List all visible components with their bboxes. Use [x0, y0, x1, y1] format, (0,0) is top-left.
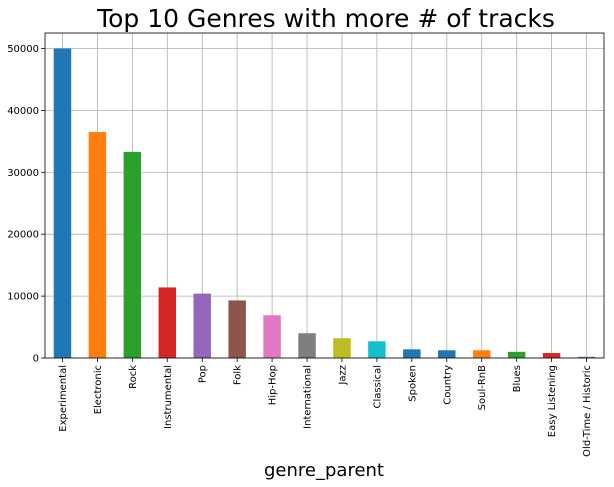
- y-tick-label: 50000: [7, 44, 39, 55]
- chart-title: Top 10 Genres with more # of tracks: [96, 4, 555, 33]
- x-tick-label: Soul-RnB: [477, 365, 488, 410]
- bar-international: [298, 333, 316, 358]
- x-axis-label: genre_parent: [264, 460, 384, 481]
- bars: [53, 48, 596, 358]
- x-tick-label: Spoken: [407, 365, 418, 402]
- x-tick-label: Folk: [233, 365, 244, 385]
- x-tick-label: Classical: [372, 365, 383, 409]
- bar-soul-rnb: [472, 350, 491, 358]
- x-tick-label: Electronic: [93, 365, 104, 414]
- bar-country: [438, 350, 456, 358]
- y-tick-label: 40000: [7, 106, 39, 117]
- bar-easy-listening: [542, 353, 561, 358]
- x-tick-label: International: [303, 365, 314, 429]
- bar-hip-hop: [263, 315, 281, 358]
- bar-electronic: [88, 132, 107, 358]
- x-tick-label: Easy Listening: [547, 365, 558, 437]
- y-tick-label: 20000: [7, 230, 39, 241]
- bar-blues: [507, 351, 526, 358]
- x-tick-label: Old-Time / Historic: [582, 365, 593, 457]
- x-tick-label: Pop: [198, 365, 209, 383]
- x-axis-ticks: Experimental Electronic Rock Instrumental Po…: [58, 358, 593, 457]
- x-tick-label: Hip-Hop: [268, 365, 279, 405]
- grid-lines: [45, 33, 604, 359]
- bar-spoken: [403, 349, 421, 358]
- bar-experimental: [53, 48, 72, 358]
- bar-jazz: [333, 338, 351, 358]
- y-tick-label: 0: [33, 354, 39, 365]
- bar-instrumental: [158, 287, 177, 358]
- bar-folk: [228, 300, 246, 358]
- x-tick-label: Blues: [512, 365, 523, 392]
- bar-classical: [368, 341, 386, 358]
- bar-old-time-historic: [577, 356, 596, 358]
- bar-rock: [123, 151, 142, 358]
- y-axis-ticks: 0 10000 20000 30000 40000 50000: [7, 44, 45, 365]
- x-tick-label: Experimental: [58, 365, 69, 432]
- y-tick-label: 10000: [7, 292, 39, 303]
- x-tick-label: Instrumental: [163, 365, 174, 429]
- plot-frame: [44, 32, 605, 359]
- x-tick-label: Jazz: [337, 365, 348, 386]
- bar-pop: [193, 293, 211, 358]
- y-tick-label: 30000: [7, 168, 39, 179]
- x-tick-label: Rock: [128, 365, 139, 389]
- x-tick-label: Country: [442, 365, 453, 405]
